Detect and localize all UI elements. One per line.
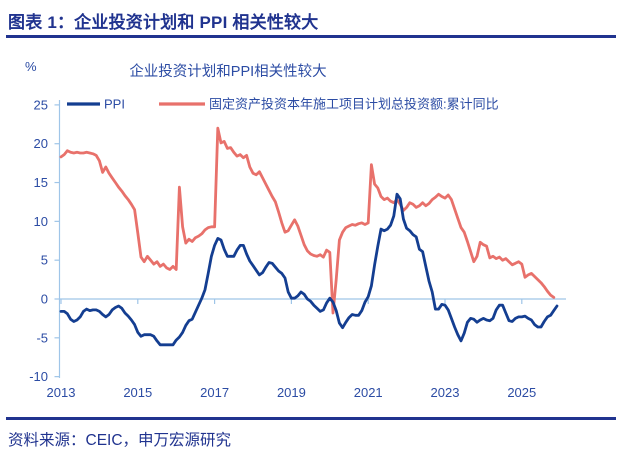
chart-title: 企业投资计划和PPI相关性较大	[129, 62, 326, 80]
x-tick-label: 2017	[200, 385, 229, 400]
source-note: 资料来源：CEIC，申万宏源研究	[8, 432, 232, 449]
y-tick-label: 10	[34, 214, 48, 229]
y-tick-label: 5	[41, 253, 48, 268]
legend-investment-plan-label: 固定资产投资本年施工项目计划总投资额:累计同比	[209, 97, 499, 112]
investment-plan-line	[59, 126, 556, 315]
x-tick-label: 2023	[431, 385, 460, 400]
header-divider	[6, 35, 616, 38]
x-tick-label: 2015	[123, 385, 152, 400]
y-axis-unit-label: %	[25, 59, 37, 74]
y-tick-label: 25	[34, 97, 48, 112]
x-tick-label: 2021	[354, 385, 383, 400]
x-tick-label: 2025	[507, 385, 536, 400]
y-tick-label: 15	[34, 175, 48, 190]
y-tick-label: -5	[36, 330, 48, 345]
x-tick-label: 2019	[277, 385, 306, 400]
figure-caption: 图表 1：企业投资计划和 PPI 相关性较大	[8, 13, 319, 32]
ppi-line	[59, 192, 559, 347]
y-tick-label: 20	[34, 136, 48, 151]
footer-divider	[6, 417, 616, 420]
y-tick-label: 0	[41, 292, 48, 307]
x-tick-label: 2013	[47, 385, 76, 400]
legend-ppi-label: PPI	[104, 97, 125, 112]
y-tick-label: -10	[29, 369, 48, 384]
chart-legend: PPI 固定资产投资本年施工项目计划总投资额:累计同比	[67, 97, 499, 112]
chart-canvas: % 企业投资计划和PPI相关性较大 PPI 固定资产投资本年施工项目计划总投资额…	[25, 59, 566, 400]
axes	[54, 100, 566, 378]
